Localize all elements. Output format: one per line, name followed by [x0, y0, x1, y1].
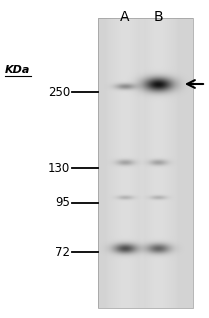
Text: A: A — [120, 10, 130, 24]
Text: 250: 250 — [48, 86, 70, 99]
Text: 72: 72 — [55, 245, 70, 259]
Bar — [98, 18, 193, 308]
Text: B: B — [153, 10, 163, 24]
Text: 95: 95 — [55, 197, 70, 210]
Text: KDa: KDa — [5, 65, 30, 75]
Text: 130: 130 — [48, 162, 70, 175]
